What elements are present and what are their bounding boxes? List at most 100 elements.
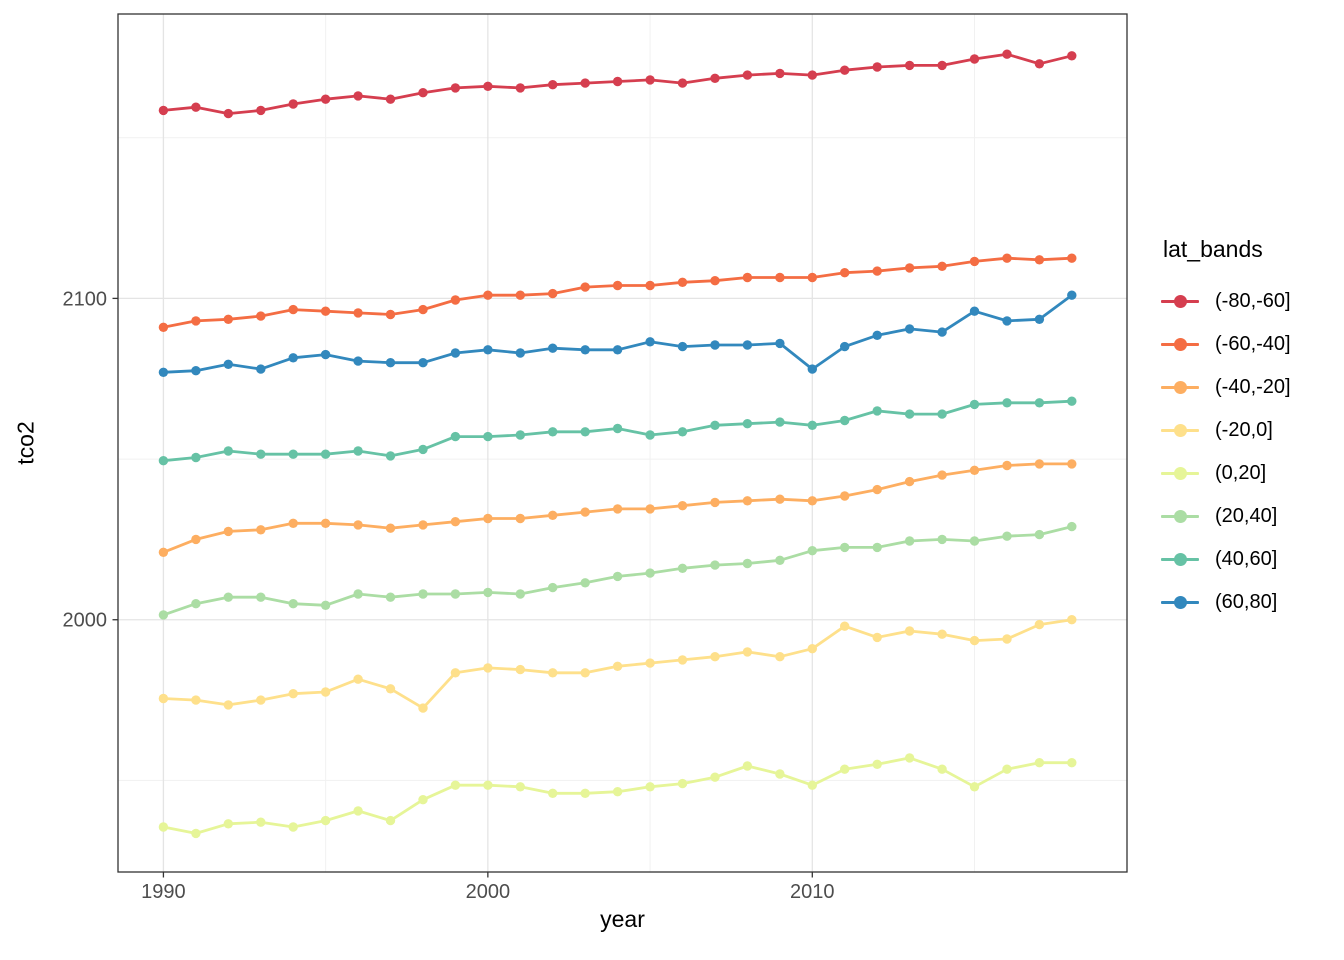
- data-point: [742, 761, 753, 771]
- data-point: [1034, 758, 1045, 768]
- data-point: [969, 782, 980, 792]
- series-(60,80]: [158, 290, 1077, 377]
- data-point: [807, 546, 817, 556]
- data-point: [450, 348, 461, 358]
- data-point: [937, 764, 947, 774]
- legend-key-glyph: [1160, 421, 1200, 441]
- gridlines: [118, 14, 1127, 872]
- data-point: [191, 695, 201, 705]
- data-point: [320, 687, 331, 697]
- data-point: [288, 449, 298, 459]
- data-point: [223, 314, 233, 324]
- data-point: [353, 446, 363, 456]
- data-point: [1067, 615, 1077, 625]
- y-tick-label: 2100: [63, 288, 108, 310]
- data-point: [353, 356, 363, 366]
- data-point: [677, 655, 688, 665]
- legend-item-(40,60]: (40,60]: [1160, 538, 1291, 581]
- data-point: [580, 427, 590, 437]
- data-point: [353, 520, 363, 530]
- data-point: [223, 592, 233, 602]
- data-point: [515, 348, 525, 358]
- legend-key-glyph: [1160, 292, 1200, 312]
- data-point: [645, 430, 655, 440]
- data-point: [223, 446, 233, 456]
- data-point: [937, 261, 947, 271]
- data-point: [937, 60, 947, 71]
- y-tick-label: 2000: [63, 610, 108, 632]
- data-point: [385, 358, 396, 368]
- data-point: [158, 456, 169, 466]
- data-point: [840, 268, 850, 278]
- data-point: [483, 513, 493, 524]
- data-point: [548, 510, 558, 520]
- data-point: [288, 304, 298, 315]
- data-point: [904, 60, 915, 71]
- data-point: [742, 558, 753, 569]
- data-point: [937, 409, 947, 419]
- legend-item-(-60,-40]: (-60,-40]: [1160, 323, 1291, 366]
- data-point: [450, 589, 461, 599]
- data-point: [418, 304, 428, 315]
- legend-point-icon: [1173, 338, 1187, 351]
- data-point: [872, 542, 882, 553]
- legend-point-icon: [1173, 381, 1187, 394]
- panel-border: [117, 13, 1128, 873]
- data-point: [515, 589, 525, 599]
- data-point: [450, 668, 461, 678]
- data-point: [353, 308, 363, 318]
- legend-label: (40,60]: [1215, 548, 1278, 570]
- series-(0,20]: [158, 753, 1077, 839]
- data-point: [418, 444, 428, 455]
- data-point: [775, 272, 785, 283]
- data-point: [904, 536, 915, 546]
- data-point: [775, 68, 785, 79]
- data-point: [418, 88, 428, 98]
- data-point: [775, 417, 785, 427]
- legend-key-glyph: [1160, 464, 1200, 484]
- data-point: [256, 105, 266, 116]
- legend-item-(0,20]: (0,20]: [1160, 452, 1291, 495]
- data-point: [191, 534, 201, 545]
- data-point: [775, 338, 785, 349]
- data-point: [418, 589, 428, 599]
- data-point: [969, 54, 980, 64]
- data-point: [580, 345, 590, 355]
- legend-item-(-40,-20]: (-40,-20]: [1160, 366, 1291, 409]
- data-point: [1034, 59, 1045, 69]
- legend-point-icon: [1173, 467, 1187, 480]
- data-point: [385, 815, 396, 826]
- data-point: [580, 78, 590, 88]
- legend-items: (-80,-60] (-60,-40] (-40,-20] (-20,0] (0,20]…: [1160, 280, 1291, 624]
- y-axis-title: tco2: [12, 421, 39, 465]
- data-point: [385, 592, 396, 602]
- data-point: [418, 358, 428, 368]
- data-point: [320, 94, 331, 104]
- data-point: [775, 555, 785, 565]
- legend-item-(60,80]: (60,80]: [1160, 581, 1291, 624]
- data-point: [969, 635, 980, 646]
- legend-point-icon: [1173, 510, 1187, 523]
- data-point: [872, 62, 882, 72]
- data-point: [191, 366, 201, 376]
- data-point: [288, 518, 298, 528]
- data-point: [450, 295, 461, 305]
- data-point: [580, 788, 590, 798]
- data-point: [1067, 459, 1077, 469]
- legend-key-glyph: [1160, 550, 1200, 570]
- data-point: [548, 668, 558, 678]
- data-point: [1002, 531, 1012, 541]
- chart-panel: [118, 14, 1127, 872]
- data-point: [223, 700, 233, 710]
- legend-title: lat_bands: [1163, 236, 1263, 262]
- data-point: [320, 306, 331, 316]
- data-point: [158, 822, 169, 832]
- legend-point-icon: [1173, 424, 1187, 437]
- data-point: [807, 420, 817, 430]
- data-point: [191, 316, 201, 326]
- data-point: [710, 73, 720, 84]
- data-point: [872, 406, 882, 416]
- data-point: [840, 621, 850, 631]
- data-point: [385, 309, 396, 320]
- data-point: [677, 277, 688, 287]
